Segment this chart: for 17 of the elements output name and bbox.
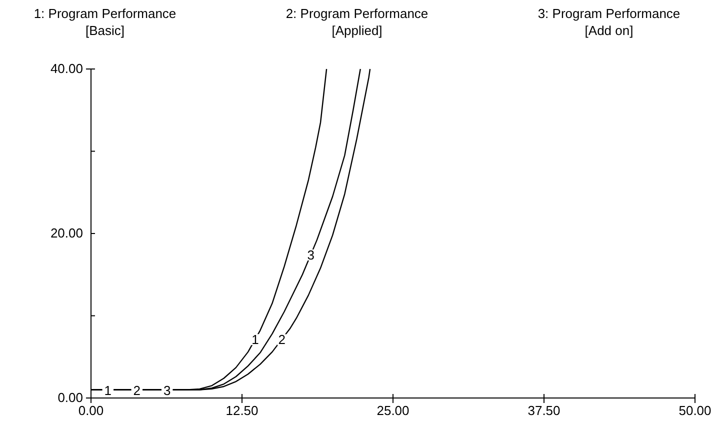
annotation: 1 [104, 382, 112, 398]
text: 2: Program Performance [Applied] [286, 6, 428, 38]
y-tick-label: 0.00 [58, 390, 83, 406]
annotation: 3 [163, 382, 171, 398]
text: 1: Program Performance [Basic] [34, 6, 176, 38]
y-tick-label: 40.00 [50, 61, 83, 76]
series-label: 3 [307, 247, 314, 262]
x-tick-label: 0.00 [78, 403, 104, 418]
text: 3: Program Performance [Add on] [538, 6, 680, 38]
annotation: 2 [133, 382, 141, 398]
series-label: 2 [278, 332, 286, 348]
x-tick-label: 25.00 [376, 403, 410, 418]
x-tick-label: 50.00 [678, 403, 712, 418]
series-label: 1 [252, 332, 259, 348]
x-tick-label: 12.50 [226, 403, 258, 418]
x-tick-label: 37.50 [528, 403, 560, 418]
y-tick-label: 20.00 [50, 226, 83, 241]
